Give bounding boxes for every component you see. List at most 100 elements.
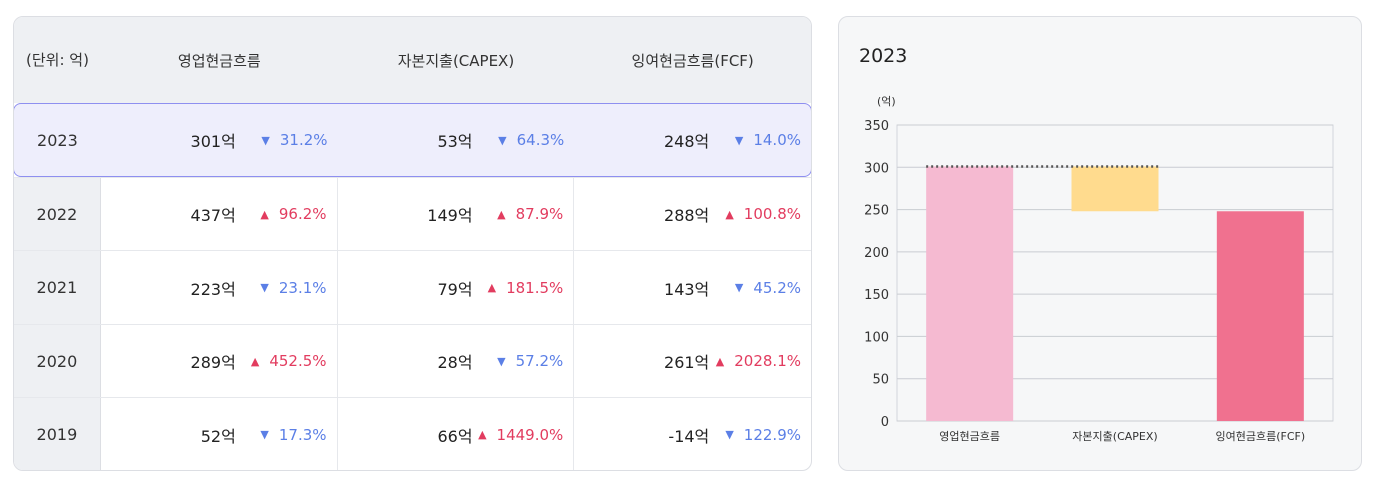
y-axis-label: (억): [877, 95, 896, 108]
cell-value: 223억: [190, 279, 236, 299]
triangle-down-icon: ▼: [725, 428, 734, 441]
y-tick-label: 350: [864, 119, 889, 134]
triangle-up-icon: ▲: [250, 354, 260, 368]
waterfall-chart-card: 2023 0 50 100 150 200 250 300 350 (억) 영업현금흐름 자본지출(…: [838, 16, 1362, 471]
change-indicator: ▼ 17.3%: [236, 426, 337, 444]
unit-label: (단위: 억): [26, 51, 89, 69]
change-percent: 181.5%: [506, 278, 564, 297]
change-percent: 31.2%: [279, 131, 328, 149]
table-row[interactable]: 2020 289억 ▲ 452.5% 28억 ▼ 57.2% 261억 ▲ 2028.1%: [14, 324, 811, 397]
cell-value: 261억: [664, 353, 710, 372]
change-indicator: ▲ 100.8%: [709, 205, 811, 223]
row-year: 2021: [14, 251, 101, 324]
change-indicator: ▲ 181.5%: [473, 279, 574, 297]
x-tick-label: 자본지출(CAPEX): [1072, 430, 1157, 443]
row-year: 2022: [14, 178, 101, 250]
triangle-down-icon: ▼: [734, 133, 744, 147]
change-percent: 45.2%: [753, 278, 801, 297]
change-indicator: ▲ 452.5%: [236, 352, 337, 370]
table-row[interactable]: 2021 223억 ▼ 23.1% 79억 ▲ 181.5% 143억 ▼ 45.2%: [14, 250, 811, 324]
change-percent: 100.8%: [743, 205, 801, 223]
table-row-selected[interactable]: 2023 301억 ▼ 31.2% 53억 ▼ 64.3% 248억 ▼ 14.0%: [14, 103, 811, 177]
table-header: (단위: 억) 영업현금흐름 자본지출(CAPEX) 잉여현금흐름(FCF): [14, 17, 811, 103]
chart-title: 2023: [859, 45, 908, 67]
table-cell: -14억 ▼ 122.9%: [574, 398, 811, 470]
triangle-down-icon: ▼: [260, 428, 269, 441]
column-header-fcf: 잉여현금흐름(FCF): [631, 51, 754, 70]
triangle-down-icon: ▼: [497, 354, 506, 368]
x-tick-label: 잉여현금흐름(FCF): [1216, 430, 1306, 443]
table-cell: 289억 ▲ 452.5%: [101, 325, 338, 397]
change-indicator: ▲ 1449.0%: [473, 426, 574, 444]
change-percent: 23.1%: [278, 278, 327, 297]
y-tick-label: 100: [864, 330, 889, 345]
change-percent: 122.9%: [743, 425, 801, 444]
change-indicator: ▼ 45.2%: [709, 279, 811, 297]
change-indicator: ▲ 2028.1%: [709, 352, 811, 370]
cell-value: 79억: [437, 279, 473, 299]
y-tick-label: 250: [864, 204, 889, 219]
table-cell: 261억 ▲ 2028.1%: [574, 325, 811, 397]
table-cell: 79억 ▲ 181.5%: [338, 251, 575, 324]
y-tick-label: 150: [864, 288, 889, 303]
triangle-down-icon: ▼: [261, 133, 270, 147]
triangle-up-icon: ▲: [497, 207, 506, 221]
table-cell: 66억 ▲ 1449.0%: [338, 398, 575, 470]
change-percent: 452.5%: [269, 352, 327, 370]
table-cell: 143억 ▼ 45.2%: [574, 251, 811, 324]
cell-value: 437억: [190, 206, 236, 225]
cell-value: 143억: [664, 279, 710, 299]
change-indicator: ▲ 87.9%: [473, 205, 574, 223]
table-row[interactable]: 2022 437억 ▲ 96.2% 149억 ▲ 87.9% 288억 ▲ 100.8%: [14, 177, 811, 250]
triangle-up-icon: ▲: [487, 281, 497, 294]
change-indicator: ▼ 64.3%: [473, 131, 575, 149]
y-tick-label: 300: [864, 161, 889, 176]
cell-value: 149억: [427, 206, 473, 225]
waterfall-chart: 0 50 100 150 200 250 300 350 (억) 영업현금흐름 자본지출(CAPEX…: [864, 95, 1334, 443]
change-indicator: ▼ 23.1%: [236, 279, 337, 297]
cell-value: -14억: [668, 426, 710, 446]
cell-value: 288억: [664, 206, 710, 225]
change-percent: 2028.1%: [734, 352, 801, 370]
change-indicator: ▼ 31.2%: [236, 131, 338, 149]
change-percent: 57.2%: [515, 352, 564, 370]
change-percent: 1449.0%: [496, 425, 564, 444]
cell-value: 52억: [200, 426, 236, 446]
triangle-down-icon: ▼: [734, 281, 744, 294]
bar: [1216, 211, 1304, 421]
cashflow-table: (단위: 억) 영업현금흐름 자본지출(CAPEX) 잉여현금흐름(FCF) 2…: [13, 16, 812, 471]
y-tick-label: 50: [872, 373, 889, 388]
triangle-up-icon: ▲: [478, 428, 487, 441]
change-percent: 96.2%: [278, 205, 327, 223]
table-cell: 248억 ▼ 14.0%: [574, 104, 811, 176]
cell-value: 28억: [437, 353, 473, 372]
triangle-up-icon: ▲: [725, 207, 734, 221]
column-header-operating-cf: 영업현금흐름: [177, 51, 261, 70]
table-cell: 52억 ▼ 17.3%: [101, 398, 338, 470]
triangle-down-icon: ▼: [498, 133, 507, 147]
table-cell: 288억 ▲ 100.8%: [574, 178, 811, 250]
row-year: 2023: [37, 130, 78, 150]
y-tick-label: 200: [864, 246, 889, 261]
cell-value: 301억: [190, 132, 236, 151]
table-cell: 149억 ▲ 87.9%: [338, 178, 575, 250]
row-year: 2019: [14, 398, 101, 470]
table-cell: 28억 ▼ 57.2%: [338, 325, 575, 397]
change-percent: 64.3%: [516, 131, 565, 149]
change-percent: 14.0%: [753, 131, 801, 149]
change-indicator: ▲ 96.2%: [236, 205, 337, 223]
cell-value: 289억: [190, 353, 236, 372]
change-indicator: ▼ 57.2%: [473, 352, 574, 370]
table-row[interactable]: 2019 52억 ▼ 17.3% 66억 ▲ 1449.0% -14억 ▼ 122.9%: [14, 397, 811, 470]
cell-value: 53억: [437, 132, 473, 151]
table-cell: 53억 ▼ 64.3%: [338, 104, 575, 176]
bar: [926, 166, 1014, 421]
change-percent: 17.3%: [278, 425, 327, 444]
table-cell: 301억 ▼ 31.2%: [101, 104, 338, 176]
x-tick-label: 영업현금흐름: [939, 430, 1000, 443]
row-year: 2020: [14, 325, 101, 397]
cell-value: 248억: [664, 132, 710, 151]
triangle-up-icon: ▲: [715, 354, 725, 368]
cell-value: 66억: [437, 426, 473, 446]
table-cell: 223억 ▼ 23.1%: [101, 251, 338, 324]
